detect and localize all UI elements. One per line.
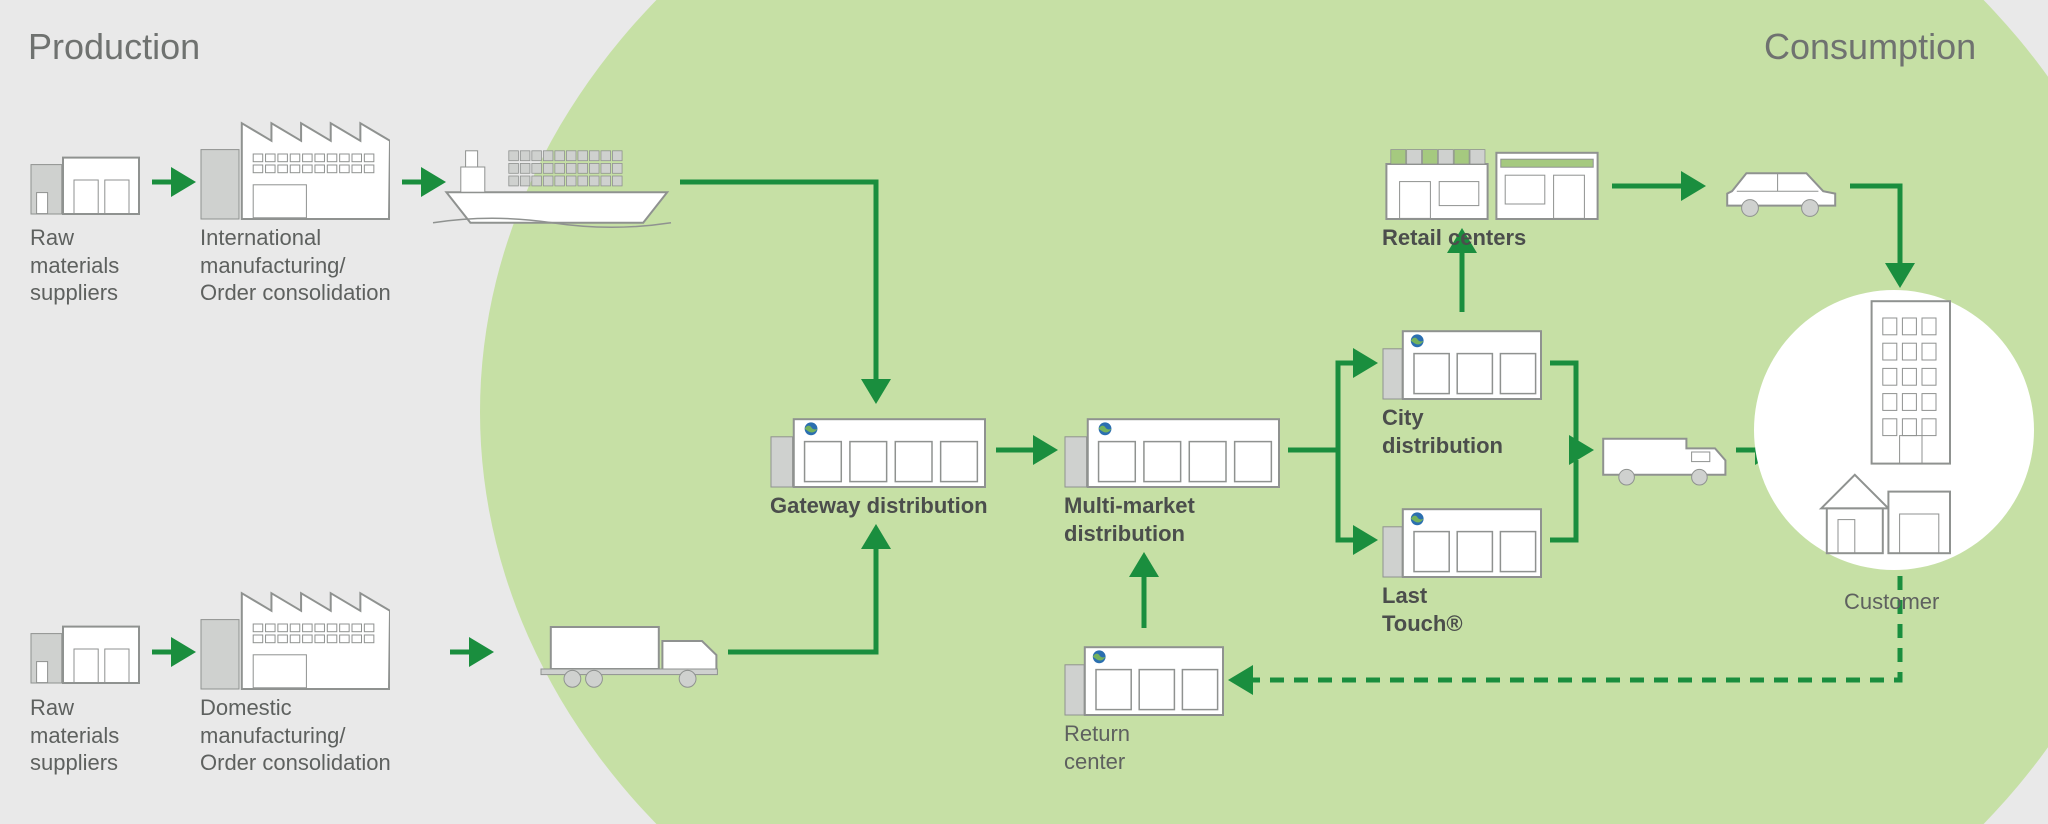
label-return: Returncenter (1064, 720, 1130, 775)
node-return (1064, 636, 1224, 716)
node-car (1720, 160, 1840, 220)
label-raw1: Rawmaterialssuppliers (30, 224, 119, 307)
arrow-customer-return (1232, 576, 1900, 680)
label-retail: Retail centers (1382, 224, 1526, 252)
label-customer: Customer (1844, 588, 1939, 616)
arrow-truck-gateway (728, 528, 876, 652)
node-last (1382, 498, 1542, 578)
label-gateway: Gateway distribution (770, 492, 988, 520)
node-raw1 (30, 145, 140, 215)
arrow-car-customer (1850, 186, 1900, 284)
node-truck (540, 620, 720, 690)
node-retail (1382, 140, 1602, 220)
node-gateway (770, 408, 986, 488)
node-mfg2 (200, 580, 390, 690)
node-city (1382, 320, 1542, 400)
node-ship (432, 140, 672, 230)
node-multi (1064, 408, 1280, 488)
node-raw2 (30, 614, 140, 684)
node-mfg1 (200, 110, 390, 220)
arrow-last-van-bot (1550, 460, 1576, 540)
node-van (1598, 428, 1728, 488)
label-city: Citydistribution (1382, 404, 1503, 459)
arrow-multi-last (1288, 450, 1374, 540)
arrow-ship-gateway (680, 182, 876, 400)
arrow-city-van-top (1550, 363, 1590, 450)
label-multi: Multi-marketdistribution (1064, 492, 1195, 547)
label-mfg2: Domesticmanufacturing/Order consolidatio… (200, 694, 391, 777)
label-last: LastTouch® (1382, 582, 1463, 637)
label-raw2: Rawmaterialssuppliers (30, 694, 119, 777)
supply-chain-diagram: Production Consumption Rawmaterialssuppl… (0, 0, 2048, 824)
arrow-multi-city (1288, 363, 1374, 450)
label-mfg1: Internationalmanufacturing/Order consoli… (200, 224, 391, 307)
node-customer (1754, 290, 2034, 570)
